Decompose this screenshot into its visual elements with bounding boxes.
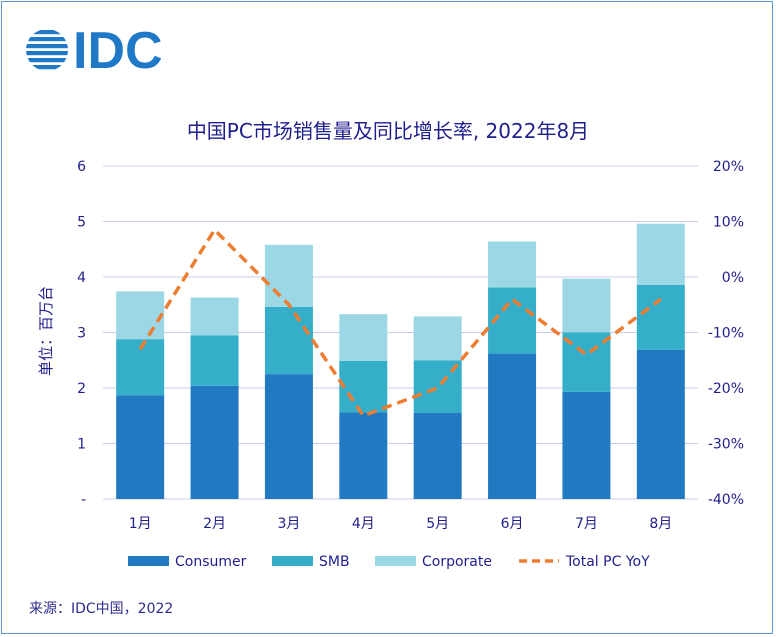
idc-logo: IDC — [26, 22, 163, 80]
y-tick-label: 3 — [77, 326, 86, 342]
legend-label: Corporate — [422, 554, 492, 570]
y2-tick-label: 0% — [722, 270, 744, 286]
bar-consumer — [562, 391, 611, 499]
legend: Consumer SMB Corporate Total PC YoY — [128, 554, 650, 570]
bar-smb — [190, 335, 239, 386]
bar-smb — [339, 360, 388, 413]
yoy-line — [138, 228, 662, 418]
logo-text: IDC — [73, 22, 163, 80]
bar-consumer — [636, 349, 685, 499]
bar-corporate — [190, 297, 239, 336]
globe-stripe — [26, 37, 68, 42]
chart-title: 中国PC市场销售量及同比增长率, 2022年8月 — [187, 119, 589, 143]
bar-corporate — [413, 316, 462, 361]
legend-swatch — [128, 556, 169, 566]
y2-axis-ticks: -40% -30% -20% -10% 0% 10% 20% — [708, 159, 744, 508]
bars — [116, 223, 685, 499]
bar-corporate — [562, 278, 611, 333]
bar-consumer — [339, 412, 388, 499]
x-tick-label: 6月 — [501, 516, 524, 532]
yoy-line-path — [138, 228, 662, 418]
x-tick-label: 5月 — [426, 516, 449, 532]
y-axis-ticks: - 1 2 3 4 5 6 — [77, 159, 86, 508]
legend-swatch — [375, 556, 416, 566]
x-tick-label: 8月 — [649, 516, 672, 532]
bar-corporate — [264, 244, 313, 307]
legend-label: Total PC YoY — [565, 554, 650, 570]
y2-tick-label: -40% — [708, 492, 744, 508]
y-tick-label: 2 — [77, 381, 86, 397]
bar-consumer — [264, 374, 313, 499]
globe-stripe — [26, 58, 68, 63]
bar-smb — [264, 306, 313, 375]
x-tick-label: 3月 — [277, 516, 300, 532]
globe-stripe — [26, 30, 68, 35]
globe-icon — [26, 30, 68, 70]
legend-label: Consumer — [175, 554, 247, 570]
x-tick-label: 1月 — [129, 516, 152, 532]
y-tick-label: 5 — [77, 215, 86, 231]
bar-consumer — [190, 385, 239, 499]
y-axis-label: 单位：百万台 — [37, 286, 55, 376]
bar-corporate — [339, 314, 388, 361]
x-tick-label: 2月 — [203, 516, 226, 532]
y2-tick-label: -10% — [708, 326, 744, 342]
legend-label: SMB — [319, 554, 350, 570]
y-tick-label: 4 — [77, 270, 86, 286]
bar-consumer — [413, 412, 462, 499]
bar-consumer — [488, 353, 537, 499]
x-tick-label: 7月 — [575, 516, 598, 532]
y2-tick-label: 10% — [713, 215, 744, 231]
source-note: 来源：IDC中国，2022 — [29, 601, 174, 617]
x-axis-ticks: 1月 2月 3月 4月 5月 6月 7月 8月 — [129, 516, 673, 532]
globe-stripe — [26, 51, 68, 56]
legend-swatch — [272, 556, 313, 566]
y-tick-label: 6 — [77, 159, 86, 175]
y2-tick-label: -30% — [708, 437, 744, 453]
bar-corporate — [116, 291, 165, 340]
bar-corporate — [636, 223, 685, 285]
y-tick-label: 1 — [77, 437, 86, 453]
bar-corporate — [488, 241, 537, 288]
bar-smb — [636, 284, 685, 350]
y2-tick-label: -20% — [708, 381, 744, 397]
x-tick-label: 4月 — [352, 516, 375, 532]
y2-tick-label: 20% — [713, 159, 744, 175]
globe-stripe — [26, 44, 68, 49]
bar-consumer — [116, 395, 165, 499]
globe-stripe — [26, 65, 68, 70]
y-tick-label: - — [81, 492, 86, 508]
